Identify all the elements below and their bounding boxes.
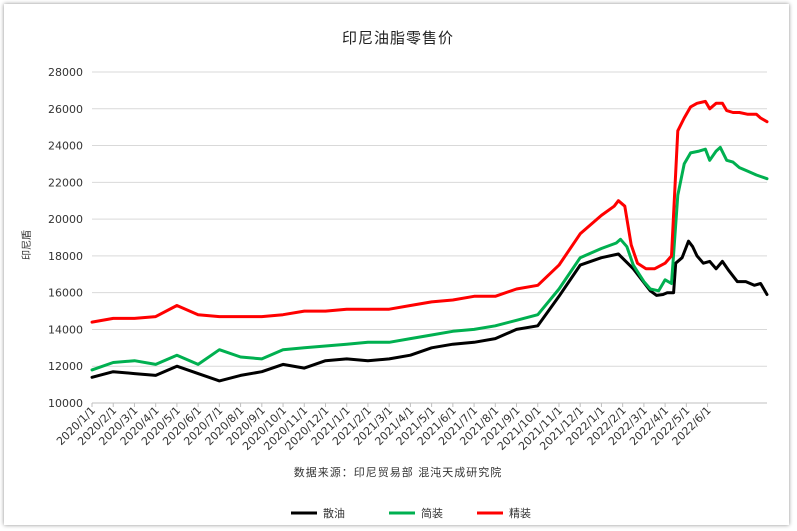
- legend: 散油 简装 精装: [291, 506, 531, 520]
- legend-label: 精装: [509, 507, 531, 520]
- source-note: 数据来源：印尼贸易部 混沌天成研究院: [294, 465, 503, 479]
- chart-title: 印尼油脂零售价: [342, 29, 454, 47]
- y-tick-label: 22000: [48, 176, 83, 189]
- series-line: [90, 145, 769, 372]
- legend-label: 简装: [421, 506, 443, 520]
- gridlines: [92, 71, 767, 404]
- chart-frame: [4, 4, 789, 525]
- y-axis-label: 印尼盾: [21, 230, 33, 260]
- y-tick-label: 20000: [48, 213, 83, 226]
- y-tick-label: 16000: [48, 287, 83, 300]
- x-axis-ticks: 2020/1/12020/2/12020/3/12020/4/12020/5/1…: [54, 403, 714, 453]
- legend-label: 散油: [323, 506, 345, 520]
- series-line: [90, 239, 769, 383]
- y-tick-label: 28000: [48, 66, 83, 79]
- series-lines: [90, 99, 769, 383]
- y-tick-label: 10000: [48, 397, 83, 410]
- series-line: [90, 99, 769, 324]
- y-tick-label: 26000: [48, 103, 83, 116]
- y-axis-ticks: 10000 12000 14000 16000 18000 20000 22000 24000…: [48, 66, 83, 410]
- y-tick-label: 14000: [48, 323, 83, 336]
- y-tick-label: 18000: [48, 250, 83, 263]
- y-tick-label: 12000: [48, 360, 83, 373]
- y-tick-label: 24000: [48, 140, 83, 153]
